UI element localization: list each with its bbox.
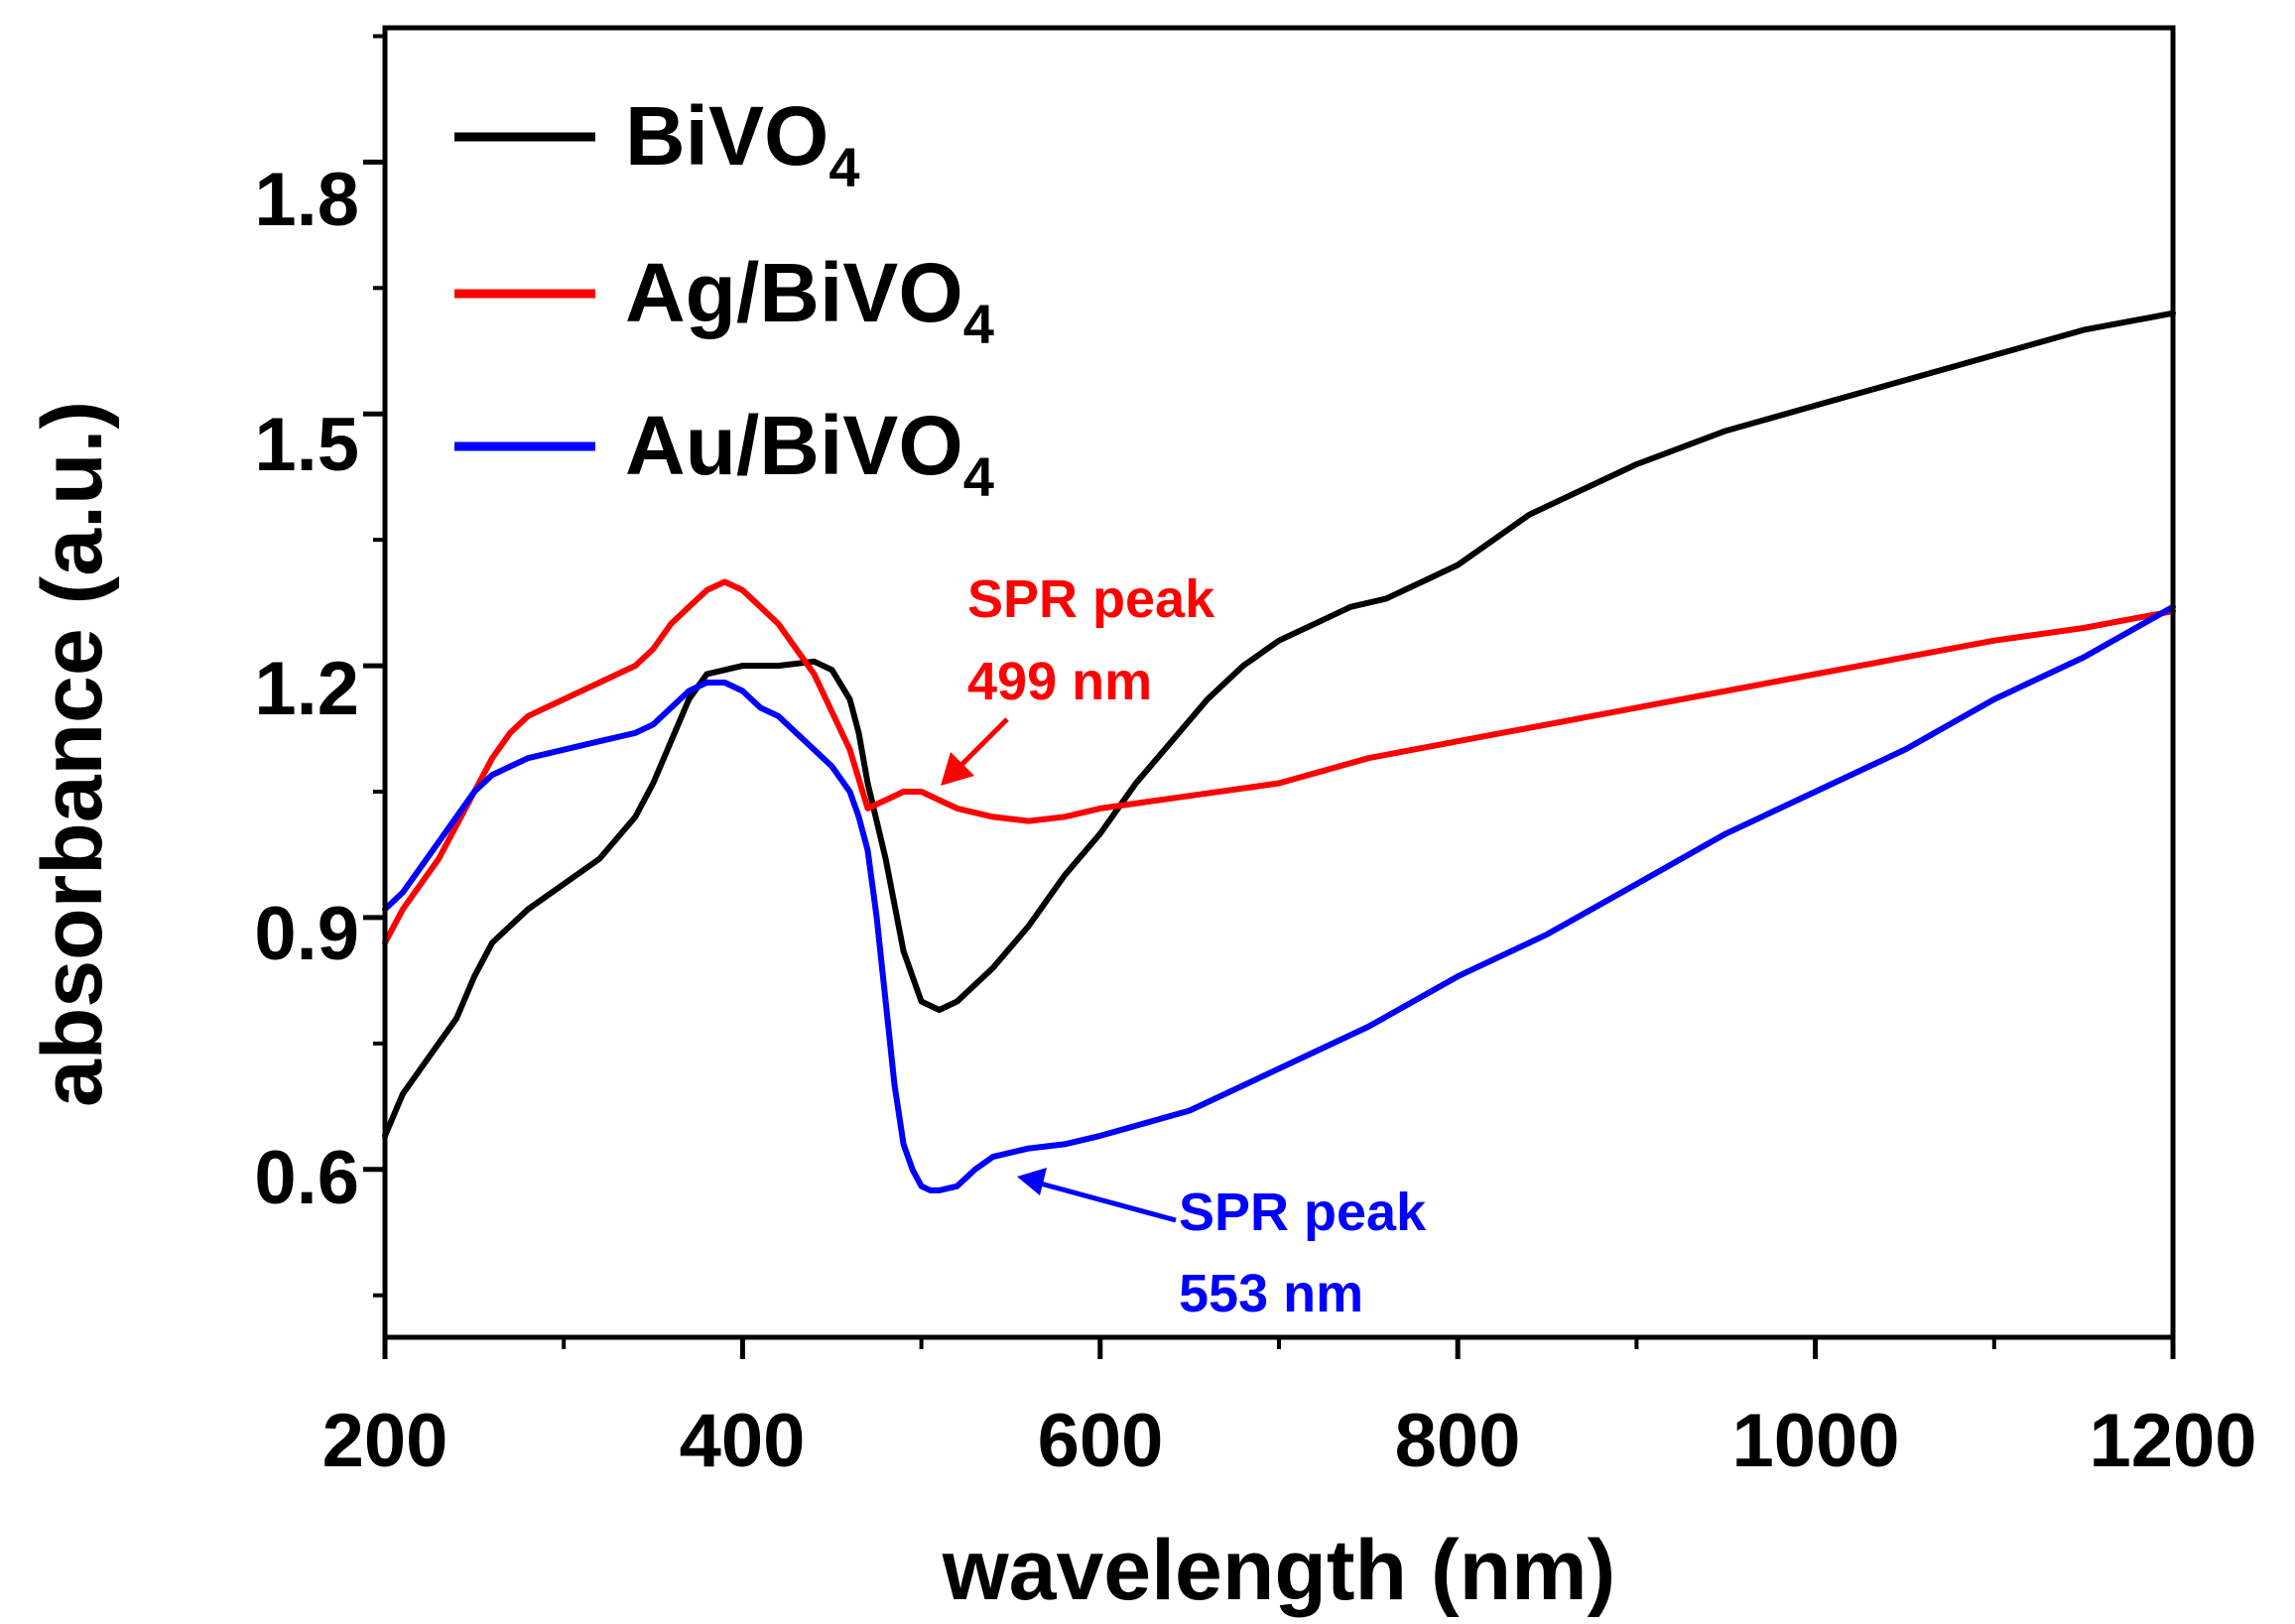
annotation-au-arrowhead [1017, 1168, 1047, 1195]
plot-frame [382, 25, 2176, 1340]
legend: BiVO4 Ag/BiVO4 Au/BiVO4 [454, 89, 994, 508]
legend-entry-ag-bivo4: Ag/BiVO4 [454, 246, 994, 355]
annotation-spr-peak-au: SPR peak 553 nm [1017, 1168, 1427, 1323]
legend-label-au-bivo4: Au/BiVO4 [625, 399, 994, 508]
y-tick-label: 1.8 [254, 158, 359, 242]
x-tick-label: 200 [322, 1399, 448, 1483]
legend-label-bivo4: BiVO4 [625, 89, 860, 198]
series-line-bivo4 [382, 310, 2176, 1139]
x-tick-label: 400 [680, 1399, 806, 1483]
x-tick-label: 1200 [2089, 1399, 2256, 1483]
y-tick-label: 0.9 [254, 892, 359, 976]
annotation-spr-peak-ag: SPR peak 499 nm [941, 569, 1215, 786]
annotation-ag-arrow [956, 717, 1009, 771]
series-lines [382, 310, 2176, 1193]
x-tick-label: 1000 [1731, 1399, 1899, 1483]
annotation-ag-arrowhead [941, 752, 974, 786]
x-axis-title: wavelength (nm) [942, 1523, 1616, 1618]
legend-entry-au-bivo4: Au/BiVO4 [454, 399, 994, 508]
y-tick-label: 1.5 [254, 403, 359, 487]
x-tick-labels: 200 400 600 800 1000 1200 [322, 1399, 2257, 1483]
y-axis-title: absorbance (a.u.) [25, 401, 120, 1107]
x-tick-label: 800 [1395, 1399, 1521, 1483]
annotation-ag-line2: 499 nm [967, 652, 1152, 711]
legend-label-ag-bivo4: Ag/BiVO4 [625, 246, 994, 355]
annotation-ag-line1: SPR peak [967, 569, 1215, 629]
series-line-ag-bivo4 [382, 578, 2176, 946]
y-tick-labels: 0.6 0.9 1.2 1.5 1.8 [254, 158, 359, 1220]
annotation-au-arrow [1036, 1180, 1177, 1223]
y-tick-label: 0.6 [254, 1136, 359, 1220]
annotation-au-line2: 553 nm [1179, 1264, 1363, 1323]
y-tick-label: 1.2 [254, 647, 359, 731]
tick-marks [363, 34, 2176, 1359]
series-line-au-bivo4 [382, 603, 2176, 1193]
annotation-au-line1: SPR peak [1179, 1183, 1427, 1242]
x-tick-label: 600 [1038, 1399, 1164, 1483]
legend-entry-bivo4: BiVO4 [454, 89, 860, 198]
